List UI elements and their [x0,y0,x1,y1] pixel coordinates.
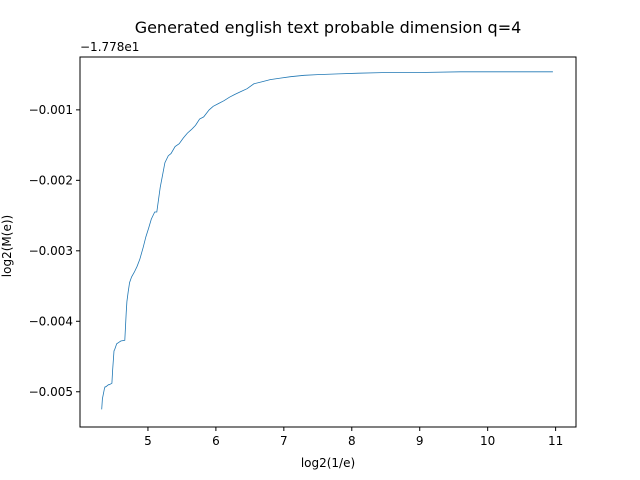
x-tick-label: 5 [144,434,152,448]
x-tick-label: 10 [480,434,495,448]
chart-title: Generated english text probable dimensio… [135,18,522,37]
y-tick-label: −0.002 [29,173,73,187]
x-axis-label: log2(1/e) [301,456,355,470]
axes-frame [79,56,577,428]
plot-area: 5 6 7 8 9 10 11 −0.001 −0.002 −0.003 −0.004 −0.005 [29,56,577,448]
y-tick-label: −0.003 [29,244,73,258]
x-tick-label: 6 [212,434,220,448]
y-tick-label: −0.001 [29,103,73,117]
x-tick-label: 8 [348,434,356,448]
y-axis-label: log2(M(e)) [0,215,14,277]
series-line-0 [101,71,553,410]
x-tick-label: 9 [416,434,424,448]
y-offset-label: −1.778e1 [80,40,139,54]
x-tick-label: 11 [548,434,563,448]
x-tick-label: 7 [280,434,288,448]
y-tick-label: −0.004 [29,314,73,328]
y-tick-label: −0.005 [29,385,73,399]
